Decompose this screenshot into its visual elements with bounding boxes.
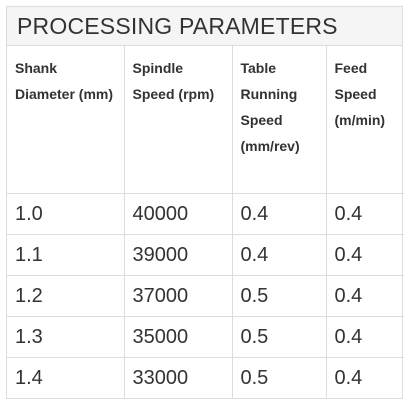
cell-shank-diameter: 1.3	[7, 315, 125, 358]
cell-shank-diameter: 1.0	[7, 192, 125, 235]
header-spindle-speed: Spindle Speed (rpm)	[123, 46, 233, 194]
table-row: 1.4 33000 0.5 0.4	[7, 356, 404, 398]
table-row: 1.0 40000 0.4 0.4	[7, 192, 404, 235]
cell-feed-speed: 0.4	[325, 274, 404, 317]
cell-spindle-speed: 33000	[123, 356, 233, 398]
header-feed-speed: Feed Speed (m/min)	[325, 46, 404, 194]
cell-feed-speed: 0.4	[325, 233, 404, 276]
cell-shank-diameter: 1.4	[7, 356, 125, 398]
panel-title: PROCESSING PARAMETERS	[7, 7, 402, 46]
cell-table-running-speed: 0.4	[231, 192, 327, 235]
header-table-running-speed: Table Running Speed (mm/rev)	[231, 46, 327, 194]
cell-feed-speed: 0.4	[325, 315, 404, 358]
cell-spindle-speed: 40000	[123, 192, 233, 235]
cell-feed-speed: 0.4	[325, 356, 404, 398]
cell-spindle-speed: 35000	[123, 315, 233, 358]
table-row: 1.1 39000 0.4 0.4	[7, 233, 404, 276]
cell-shank-diameter: 1.1	[7, 233, 125, 276]
cell-spindle-speed: 39000	[123, 233, 233, 276]
table-row: 1.3 35000 0.5 0.4	[7, 315, 404, 358]
cell-table-running-speed: 0.5	[231, 274, 327, 317]
parameters-table: Shank Diameter (mm) Spindle Speed (rpm) …	[7, 46, 404, 398]
header-shank-diameter: Shank Diameter (mm)	[7, 46, 125, 194]
cell-spindle-speed: 37000	[123, 274, 233, 317]
cell-table-running-speed: 0.4	[231, 233, 327, 276]
cell-feed-speed: 0.4	[325, 192, 404, 235]
cell-table-running-speed: 0.5	[231, 315, 327, 358]
cell-table-running-speed: 0.5	[231, 356, 327, 398]
parameters-panel: PROCESSING PARAMETERS Shank Diameter (mm…	[6, 6, 404, 399]
table-row: 1.2 37000 0.5 0.4	[7, 274, 404, 317]
header-row: Shank Diameter (mm) Spindle Speed (rpm) …	[7, 46, 404, 194]
cell-shank-diameter: 1.2	[7, 274, 125, 317]
